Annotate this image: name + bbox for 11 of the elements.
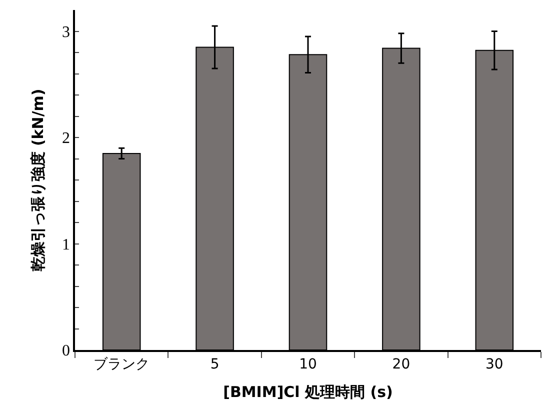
y-tick-label: 2 — [62, 130, 70, 148]
y-tick-label: 0 — [62, 342, 70, 360]
x-tick-label: 20 — [392, 356, 410, 373]
x-tick-label: ブランク — [94, 356, 150, 373]
y-tick-label: 1 — [62, 236, 70, 254]
x-tick-label: 10 — [299, 356, 317, 373]
y-axis-title: 乾燥引っ張り強度 (kN/m) — [28, 88, 47, 272]
x-axis-title: [BMIM]Cl 処理時間 (s) — [223, 383, 393, 402]
x-tick-label: 5 — [210, 356, 220, 373]
x-tick-label: 30 — [485, 356, 504, 373]
y-tick-label: 3 — [62, 24, 70, 41]
